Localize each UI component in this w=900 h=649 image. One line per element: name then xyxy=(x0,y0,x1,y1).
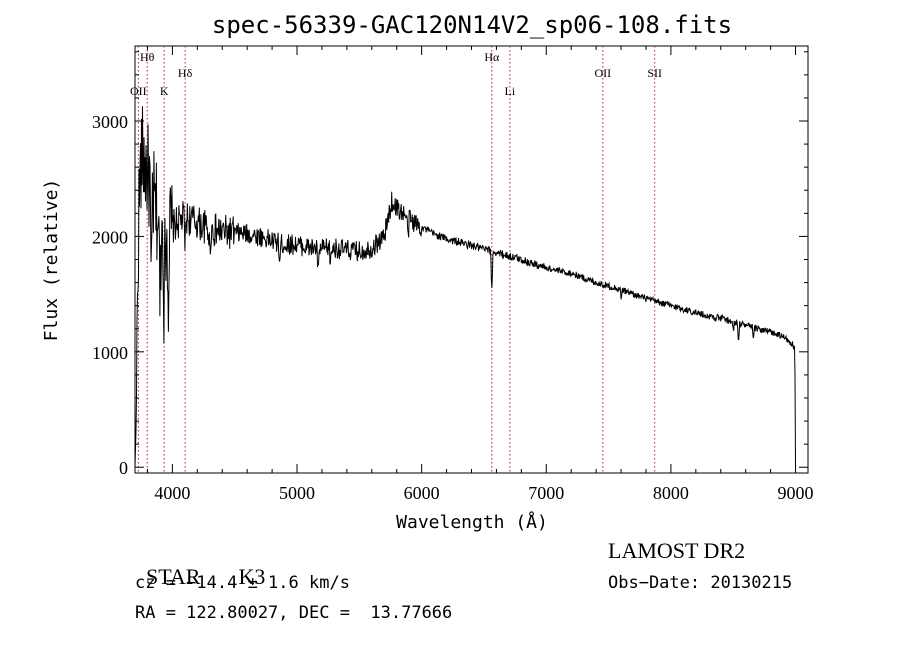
survey-label: LAMOST DR2 xyxy=(608,538,746,563)
class-label: STAR xyxy=(146,564,201,589)
y-tick-label: 2000 xyxy=(92,227,128,247)
subclass-label: K3 xyxy=(238,564,266,589)
line-marker-label: OII xyxy=(595,66,612,80)
line-marker-label: Hα xyxy=(484,50,500,64)
line-marker-label: K xyxy=(160,84,169,98)
x-tick-label: 6000 xyxy=(404,483,440,503)
x-tick-label: 7000 xyxy=(528,483,564,503)
obs-date-label: Obs−Date: 20130215 xyxy=(608,573,793,593)
chart-title: spec-56339-GAC120N14V2_sp06-108.fits xyxy=(212,11,732,39)
classification: STAR K3 xyxy=(135,538,265,590)
y-tick-label: 1000 xyxy=(92,343,128,363)
redshift-label: cz = −14.4 ± 1.6 km/s xyxy=(135,573,350,593)
y-tick-label: 0 xyxy=(119,458,128,478)
x-axis-label: Wavelength (Å) xyxy=(396,511,548,533)
x-tick-label: 9000 xyxy=(778,483,814,503)
plot-area: OII Hθ K Hδ Hα Li OII SII 4000 5000 6000 7000 8000 90… xyxy=(92,45,814,503)
x-tick-label: 8000 xyxy=(653,483,689,503)
y-tick-label: 3000 xyxy=(92,112,128,132)
coords-label: RA = 122.80027, DEC = 13.77666 xyxy=(135,603,453,623)
spectrum-line xyxy=(134,106,796,468)
line-marker-label: OII xyxy=(130,84,147,98)
line-marker-label: SII xyxy=(647,66,662,80)
line-marker-label: Li xyxy=(505,84,516,98)
plot-frame xyxy=(134,45,809,474)
line-marker-label: Hθ xyxy=(140,50,155,64)
line-marker-label: Hδ xyxy=(178,66,193,80)
x-tick-label: 4000 xyxy=(154,483,190,503)
x-tick-label: 5000 xyxy=(279,483,315,503)
y-axis-label: Flux (relative) xyxy=(41,179,62,342)
